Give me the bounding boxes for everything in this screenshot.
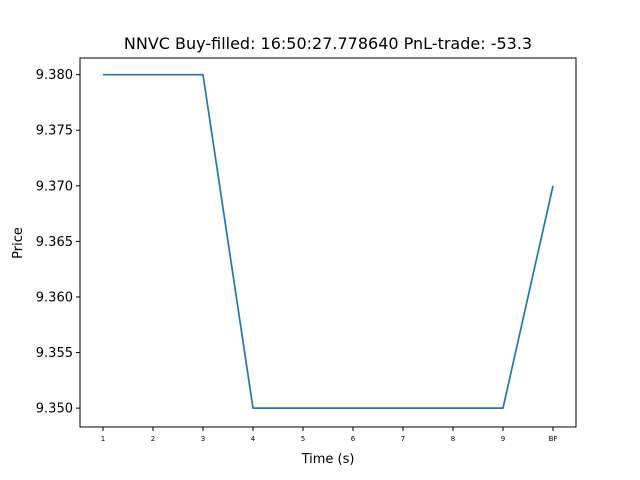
y-tick-label: 9.365 (36, 235, 73, 250)
y-tick-label: 9.350 (36, 402, 73, 417)
x-tick-label: 9 (501, 435, 505, 443)
x-tick-label: 7 (401, 435, 405, 443)
y-tick-label: 9.370 (36, 179, 73, 194)
x-axis-label: Time (s) (301, 452, 355, 467)
y-axis-label: Price (11, 227, 26, 259)
y-tick-label: 9.360 (36, 290, 73, 305)
x-tick-label: 1 (101, 435, 105, 443)
y-tick-label: 9.380 (36, 68, 73, 83)
x-tick-label: 5 (301, 435, 305, 443)
x-tick-label: 4 (251, 435, 256, 443)
x-tick-label: BF (549, 435, 558, 443)
price-series-line (103, 73, 554, 409)
y-tick-label: 9.355 (36, 346, 73, 361)
x-tick-label: 6 (351, 435, 356, 443)
x-tick-label: 3 (201, 435, 205, 443)
y-tick-label: 9.375 (36, 124, 73, 139)
plot-frame (79, 57, 577, 428)
chart-title: NNVC Buy-filled: 16:50:27.778640 PnL-tra… (124, 34, 532, 53)
x-tick-label: 2 (151, 435, 155, 443)
x-tick-label: 8 (451, 435, 455, 443)
plot-area: 9.350 9.355 9.360 9.365 9.370 9.375 9.380 1 2 3 4 5… (36, 68, 558, 443)
